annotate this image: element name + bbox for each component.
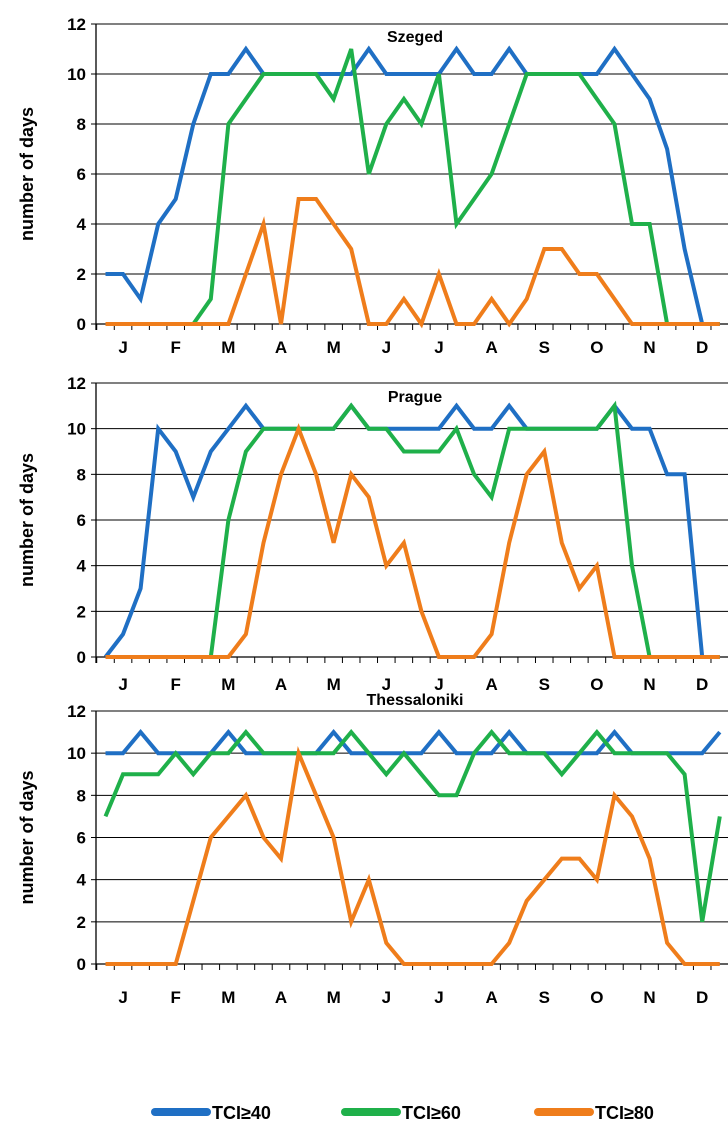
y-tick-label: 10 [67,744,86,763]
x-tick-label-month: D [696,988,708,1007]
y-tick-label: 4 [77,215,87,234]
y-tick-label: 6 [77,829,86,848]
legend: TCI≥40 TCI≥60 TCI≥80 [151,1103,654,1123]
y-tick-label: 6 [77,165,86,184]
y-tick-label: 0 [77,955,86,974]
x-tick-label-month: J [118,988,127,1007]
x-tick-label-month: M [221,338,235,357]
series-line [105,423,720,659]
x-tick-label-month: A [485,338,497,357]
x-tick-label-month: J [434,675,443,694]
y-axis-label: number of days [17,453,37,587]
y-axis-label: number of days [17,770,37,904]
x-tick-label-month: F [171,675,181,694]
x-tick-label-month: A [275,338,287,357]
x-tick-label-month: J [382,988,391,1007]
x-tick-label-month: O [590,338,603,357]
x-tick-label-month: J [382,675,391,694]
legend-label: TCI≥60 [402,1103,461,1123]
y-tick-label: 2 [77,265,86,284]
y-tick-label: 0 [77,315,86,334]
x-tick-label-month: M [327,675,341,694]
series-line [105,48,720,326]
x-tick-label-month: O [590,675,603,694]
y-tick-label: 8 [77,465,86,484]
panel-title: Szeged [387,29,443,46]
series-line [105,45,720,326]
panel-title: Prague [388,389,442,406]
x-tick-label-month: J [434,338,443,357]
x-tick-label-month: A [485,675,497,694]
y-tick-label: 12 [67,374,86,393]
x-tick-label-month: J [118,338,127,357]
x-tick-label-month: N [643,338,655,357]
x-tick-label-month: S [539,675,550,694]
x-tick-label-month: O [590,988,603,1007]
x-tick-label-month: A [275,675,287,694]
x-tick-label-month: A [275,988,287,1007]
legend-label: TCI≥40 [212,1103,271,1123]
x-tick-label-month: M [327,988,341,1007]
x-tick-label-month: S [539,338,550,357]
x-tick-label-month: A [485,988,497,1007]
series-line [103,402,720,659]
y-tick-label: 10 [67,420,86,439]
y-tick-label: 2 [77,602,86,621]
x-tick-label-month: M [221,988,235,1007]
y-axis-label: number of days [17,107,37,241]
x-tick-label-month: J [434,988,443,1007]
x-tick-label-month: D [696,675,708,694]
y-tick-label: 0 [77,648,86,667]
series-line [103,728,722,923]
x-tick-label-month: M [221,675,235,694]
x-tick-label-month: N [643,675,655,694]
x-tick-label-month: F [171,338,181,357]
y-tick-label: 8 [77,786,86,805]
series-line [105,746,720,966]
x-tick-label-month: F [171,988,181,1007]
series-line [105,728,722,756]
y-tick-label: 12 [67,702,86,721]
series-line [105,197,720,329]
x-tick-label-month: J [382,338,391,357]
x-tick-label-month: S [539,988,550,1007]
x-tick-label-month: M [327,338,341,357]
x-tick-label-month: J [118,675,127,694]
y-tick-label: 8 [77,115,86,134]
series-line [105,400,720,659]
legend-label: TCI≥80 [595,1103,654,1123]
y-tick-label: 12 [67,15,86,34]
x-tick-label-month: N [643,988,655,1007]
y-tick-label: 10 [67,65,86,84]
y-tick-label: 6 [77,511,86,530]
panel-title: Thessaloniki [367,692,464,709]
y-tick-label: 4 [77,557,87,576]
x-tick-label-month: D [696,338,708,357]
y-tick-label: 4 [77,871,87,890]
y-tick-label: 2 [77,913,86,932]
